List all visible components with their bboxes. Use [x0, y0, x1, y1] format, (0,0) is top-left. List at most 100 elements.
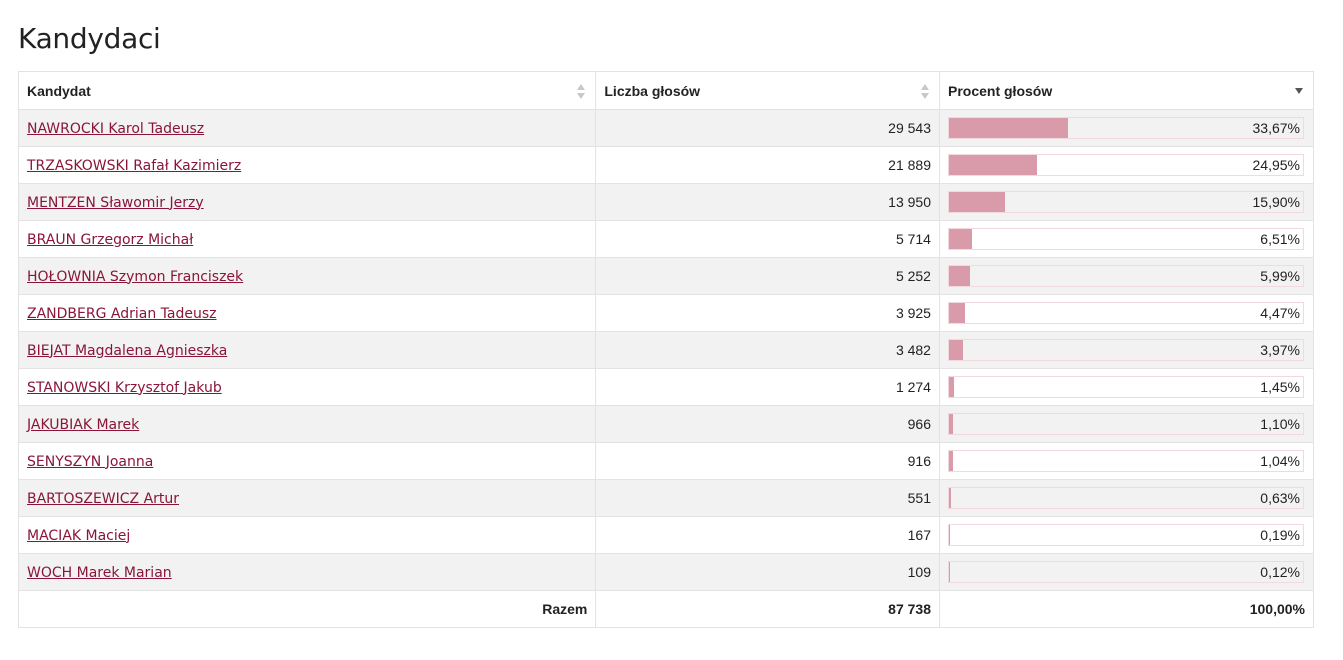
total-row: Razem 87 738 100,00% [17, 590, 1315, 628]
candidate-cell: SENYSZYN Joanna [17, 442, 597, 480]
candidate-link[interactable]: TRZASKOWSKI Rafał Kazimierz [27, 157, 242, 174]
candidate-cell: BIEJAT Magdalena Agnieszka [17, 331, 597, 369]
percent-cell: 0,63% [938, 479, 1315, 517]
table-row: MACIAK Maciej 167 0,19% [17, 516, 1315, 554]
percent-label: 6,51% [1260, 231, 1300, 247]
percent-bar: 24,95% [947, 154, 1304, 176]
candidate-link[interactable]: MACIAK Maciej [27, 527, 131, 544]
percent-label: 0,12% [1260, 564, 1300, 580]
votes-cell: 109 [595, 553, 940, 591]
candidate-cell: BARTOSZEWICZ Artur [17, 479, 597, 517]
column-header-label: Kandydat [27, 82, 91, 99]
candidate-link[interactable]: WOCH Marek Marian [27, 564, 172, 581]
table-row: BRAUN Grzegorz Michał 5 714 6,51% [17, 220, 1315, 258]
candidate-cell: NAWROCKI Karol Tadeusz [17, 109, 597, 147]
percent-cell: 15,90% [938, 183, 1315, 221]
candidate-cell: MENTZEN Sławomir Jerzy [17, 183, 597, 221]
sort-icon[interactable] [920, 84, 929, 100]
votes-cell: 5 714 [595, 220, 940, 258]
percent-bar: 0,63% [947, 487, 1304, 509]
candidate-link[interactable]: STANOWSKI Krzysztof Jakub [27, 379, 222, 396]
votes-cell: 167 [595, 516, 940, 554]
percent-label: 15,90% [1252, 194, 1300, 210]
sort-icon[interactable] [577, 84, 586, 100]
table-row: JAKUBIAK Marek 966 1,10% [17, 405, 1315, 443]
percent-label: 3,97% [1260, 342, 1300, 358]
table-row: TRZASKOWSKI Rafał Kazimierz 21 889 24,95% [17, 146, 1315, 184]
votes-cell: 1 274 [595, 368, 940, 406]
votes-cell: 21 889 [595, 146, 940, 184]
percent-label: 33,67% [1252, 120, 1300, 136]
table-row: HOŁOWNIA Szymon Franciszek 5 252 5,99% [17, 257, 1315, 295]
candidate-link[interactable]: BIEJAT Magdalena Agnieszka [27, 342, 228, 359]
table-header-row: Kandydat Liczba głosów Procent głosów [17, 71, 1315, 110]
percent-bar-fill [948, 525, 950, 545]
percent-label: 0,63% [1260, 490, 1300, 506]
table-row: STANOWSKI Krzysztof Jakub 1 274 1,45% [17, 368, 1315, 406]
candidate-cell: TRZASKOWSKI Rafał Kazimierz [17, 146, 597, 184]
votes-cell: 916 [595, 442, 940, 480]
percent-bar-fill [948, 488, 952, 508]
column-header-percent[interactable]: Procent głosów [938, 71, 1315, 110]
total-label: Razem [17, 590, 597, 628]
candidate-link[interactable]: MENTZEN Sławomir Jerzy [27, 194, 204, 211]
percent-bar: 1,45% [947, 376, 1304, 398]
percent-bar-fill [948, 229, 973, 249]
candidate-cell: JAKUBIAK Marek [17, 405, 597, 443]
candidate-cell: MACIAK Maciej [17, 516, 597, 554]
percent-bar: 15,90% [947, 191, 1304, 213]
percent-bar: 5,99% [947, 265, 1304, 287]
table-row: NAWROCKI Karol Tadeusz 29 543 33,67% [17, 109, 1315, 147]
percent-cell: 4,47% [938, 294, 1315, 332]
percent-bar-fill [948, 303, 965, 323]
percent-bar-fill [948, 266, 971, 286]
percent-cell: 33,67% [938, 109, 1315, 147]
candidate-cell: ZANDBERG Adrian Tadeusz [17, 294, 597, 332]
candidate-link[interactable]: ZANDBERG Adrian Tadeusz [27, 305, 217, 322]
percent-label: 5,99% [1260, 268, 1300, 284]
percent-label: 1,10% [1260, 416, 1300, 432]
percent-cell: 1,45% [938, 368, 1315, 406]
percent-label: 4,47% [1260, 305, 1300, 321]
candidate-link[interactable]: SENYSZYN Joanna [27, 453, 154, 470]
percent-cell: 0,12% [938, 553, 1315, 591]
percent-label: 24,95% [1252, 157, 1300, 173]
total-percent: 100,00% [938, 590, 1315, 628]
candidate-link[interactable]: BRAUN Grzegorz Michał [27, 231, 194, 248]
percent-label: 0,19% [1260, 527, 1300, 543]
percent-bar: 4,47% [947, 302, 1304, 324]
percent-bar-fill [948, 118, 1069, 138]
percent-cell: 5,99% [938, 257, 1315, 295]
percent-bar: 0,19% [947, 524, 1304, 546]
total-votes: 87 738 [595, 590, 940, 628]
candidate-cell: STANOWSKI Krzysztof Jakub [17, 368, 597, 406]
percent-cell: 6,51% [938, 220, 1315, 258]
percent-bar-fill [948, 414, 953, 434]
percent-bar-fill [948, 451, 953, 471]
percent-cell: 0,19% [938, 516, 1315, 554]
candidate-link[interactable]: NAWROCKI Karol Tadeusz [27, 120, 205, 137]
percent-cell: 24,95% [938, 146, 1315, 184]
votes-cell: 551 [595, 479, 940, 517]
table-row: WOCH Marek Marian 109 0,12% [17, 553, 1315, 591]
column-header-label: Procent głosów [947, 82, 1053, 99]
sort-descending-icon[interactable] [1295, 84, 1303, 100]
percent-bar-fill [948, 340, 964, 360]
votes-cell: 13 950 [595, 183, 940, 221]
percent-cell: 1,04% [938, 442, 1315, 480]
percent-bar: 1,10% [947, 413, 1304, 435]
table-row: MENTZEN Sławomir Jerzy 13 950 15,90% [17, 183, 1315, 221]
candidate-cell: WOCH Marek Marian [17, 553, 597, 591]
votes-cell: 3 482 [595, 331, 940, 369]
column-header-name[interactable]: Kandydat [17, 71, 597, 110]
table-row: SENYSZYN Joanna 916 1,04% [17, 442, 1315, 480]
table-row: ZANDBERG Adrian Tadeusz 3 925 4,47% [17, 294, 1315, 332]
candidate-link[interactable]: HOŁOWNIA Szymon Franciszek [27, 268, 244, 285]
column-header-votes[interactable]: Liczba głosów [595, 71, 940, 110]
candidate-link[interactable]: BARTOSZEWICZ Artur [27, 490, 180, 507]
candidate-cell: BRAUN Grzegorz Michał [17, 220, 597, 258]
percent-bar: 1,04% [947, 450, 1304, 472]
table-row: BIEJAT Magdalena Agnieszka 3 482 3,97% [17, 331, 1315, 369]
candidate-link[interactable]: JAKUBIAK Marek [27, 416, 140, 433]
percent-label: 1,04% [1260, 453, 1300, 469]
